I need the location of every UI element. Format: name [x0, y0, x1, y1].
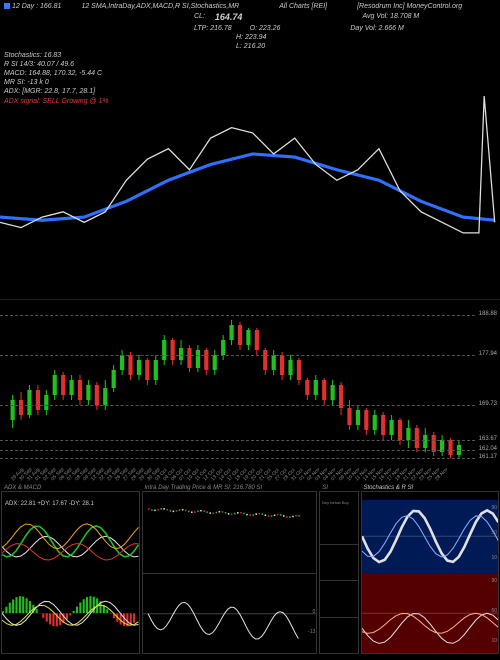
rsi: R SI 14/3: 40.07 / 49.6 [4, 60, 74, 69]
company: [Resodrum Inc] MoneyControl.org [357, 2, 462, 11]
low: L: 216.20 [236, 42, 265, 51]
open: O: 223.26 [250, 24, 281, 33]
stochastics-panel: Stochastics & R SI 90 50 10 90 50 10 [361, 491, 500, 654]
sma-legend-icon [4, 3, 10, 9]
adx-values: ADX: 22.81 +DY: 17.67 -DY: 28.1 [5, 501, 94, 507]
axis-label: 50 [491, 608, 497, 614]
axis-label: 10 [491, 555, 497, 561]
chart-title: All Charts [REI] [279, 2, 327, 11]
top-desc: 12 SMA,IntraDay,ADX,MACD,R SI,Stochastic… [81, 2, 239, 11]
si-sub: Buy below Buy [322, 500, 348, 505]
si-panel: SI Buy below Buy [319, 491, 358, 654]
high: H: 223.94 [236, 33, 266, 42]
intra-zero: 0 [312, 609, 315, 615]
day-vol: Day Vol: 2.666 M [350, 24, 403, 33]
axis-label: 90 [491, 505, 497, 511]
sma-label: 12 Day : 166.81 [12, 3, 61, 10]
intra-neg: -13 [308, 629, 315, 635]
intra-title: Intra Day Trading Price & MR SI: 216.780… [143, 484, 265, 492]
cl-label: CL: [194, 12, 205, 24]
cl-val: 164.74 [215, 12, 243, 24]
candlestick-chart: 188.88177.94169.73163.67162.04161.17 [0, 300, 500, 470]
adx-macd-panel: ADX & MACD ADX: 22.81 +DY: 17.67 -DY: 28… [1, 491, 140, 654]
adx-title: ADX & MACD [2, 484, 43, 492]
main-line-chart [0, 75, 500, 300]
bottom-panels: ADX & MACD ADX: 22.81 +DY: 17.67 -DY: 28… [0, 490, 500, 655]
stoch-title: Stochastics & R SI [362, 484, 416, 492]
axis-label: 10 [491, 638, 497, 644]
header-info: 12 Day : 166.81 12 SMA,IntraDay,ADX,MACD… [0, 0, 500, 75]
axis-label: 90 [491, 578, 497, 584]
avg-vol: Avg Vol: 18.708 M [362, 12, 419, 24]
intraday-panel: Intra Day Trading Price & MR SI: 216.780… [142, 491, 318, 654]
axis-label: 50 [491, 530, 497, 536]
stoch: Stochastics: 16.83 [4, 51, 61, 60]
si-title: SI [320, 484, 330, 492]
ltp: LTP: 216.78 [194, 24, 232, 33]
